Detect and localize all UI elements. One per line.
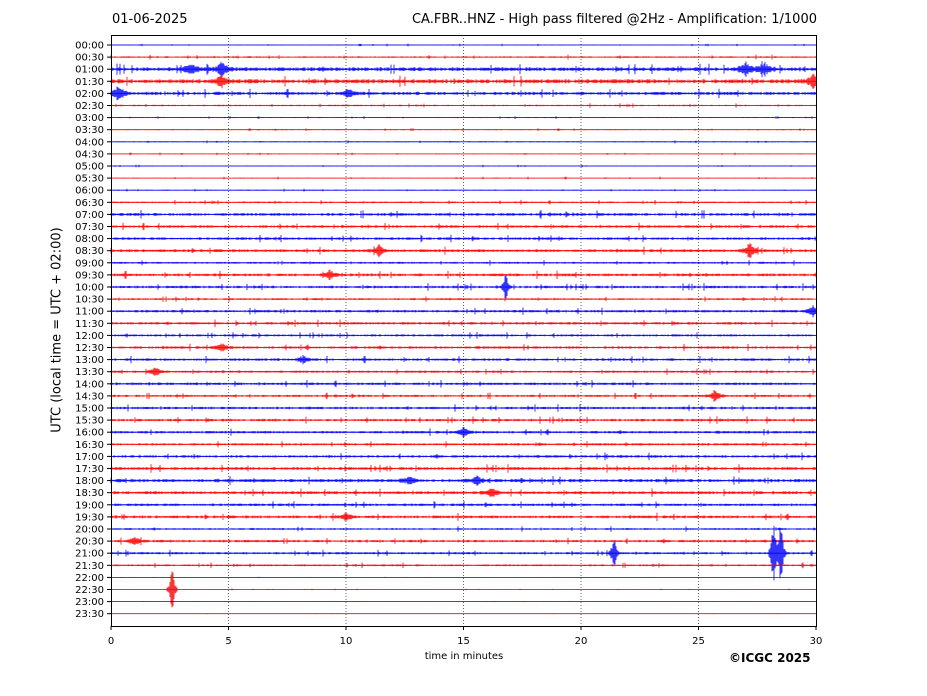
y-tick-label: 09:00 — [75, 258, 104, 269]
y-tick-label: 09:30 — [75, 270, 104, 281]
x-tick-label: 5 — [225, 636, 231, 647]
y-tick-label: 22:00 — [75, 573, 104, 584]
y-tick-label: 11:30 — [75, 319, 104, 330]
y-tick-label: 14:00 — [75, 379, 104, 390]
y-tick-label: 03:00 — [75, 113, 104, 124]
y-tick-label: 21:30 — [75, 561, 104, 572]
y-tick-label: 07:00 — [75, 210, 104, 221]
y-tick-label: 06:00 — [75, 186, 104, 197]
y-tick-label: 12:30 — [75, 343, 104, 354]
x-tick-label: 25 — [692, 636, 705, 647]
y-tick-label: 08:00 — [75, 234, 104, 245]
y-tick-label: 15:00 — [75, 404, 104, 415]
x-tick-label: 20 — [575, 636, 588, 647]
y-tick-label: 04:30 — [75, 149, 104, 160]
y-tick-label: 08:30 — [75, 246, 104, 257]
y-tick-label: 19:00 — [75, 500, 104, 511]
trace-group — [110, 43, 817, 615]
y-tick-label: 14:30 — [75, 391, 104, 402]
y-tick-labels: 00:0000:3001:0001:3002:0002:3003:0003:30… — [75, 41, 111, 620]
date-label: 01-06-2025 — [112, 12, 188, 27]
y-tick-label: 20:00 — [75, 525, 104, 536]
y-tick-label: 17:30 — [75, 464, 104, 475]
y-tick-label: 02:00 — [75, 89, 104, 100]
copyright-label: ©ICGC 2025 — [729, 651, 811, 665]
y-tick-label: 00:30 — [75, 53, 104, 64]
y-tick-label: 10:30 — [75, 295, 104, 306]
grid-lines — [228, 35, 699, 626]
y-tick-label: 19:30 — [75, 512, 104, 523]
y-tick-label: 15:30 — [75, 416, 104, 427]
y-tick-label: 16:30 — [75, 440, 104, 451]
y-tick-label: 22:30 — [75, 585, 104, 596]
x-tick-labels: 0 5 10 15 20 25 30 — [108, 626, 823, 647]
y-tick-label: 20:30 — [75, 537, 104, 548]
y-tick-label: 05:00 — [75, 162, 104, 173]
plot-frame — [111, 35, 817, 627]
y-tick-label: 18:30 — [75, 488, 104, 499]
y-tick-label: 01:30 — [75, 77, 104, 88]
y-tick-label: 13:30 — [75, 367, 104, 378]
y-tick-label: 17:00 — [75, 452, 104, 463]
y-tick-label: 18:00 — [75, 476, 104, 487]
x-tick-label: 15 — [457, 636, 470, 647]
x-axis-label: time in minutes — [424, 651, 504, 662]
y-tick-label: 00:00 — [75, 41, 104, 52]
y-tick-label: 21:00 — [75, 549, 104, 560]
y-tick-label: 02:30 — [75, 101, 104, 112]
x-tick-label: 10 — [340, 636, 353, 647]
x-tick-label: 0 — [108, 636, 114, 647]
y-tick-label: 01:00 — [75, 65, 104, 76]
y-tick-label: 23:30 — [75, 609, 104, 620]
y-tick-label: 23:00 — [75, 597, 104, 608]
y-tick-label: 11:00 — [75, 307, 104, 318]
y-tick-label: 12:00 — [75, 331, 104, 342]
y-tick-label: 06:30 — [75, 198, 104, 209]
y-tick-label: 13:00 — [75, 355, 104, 366]
y-tick-label: 07:30 — [75, 222, 104, 233]
x-tick-label: 30 — [810, 636, 823, 647]
y-tick-label: 16:00 — [75, 428, 104, 439]
y-tick-label: 04:00 — [75, 137, 104, 148]
y-tick-label: 10:00 — [75, 283, 104, 294]
chart-title: CA.FBR..HNZ - High pass filtered @2Hz - … — [411, 12, 817, 27]
y-tick-label: 03:30 — [75, 125, 104, 136]
y-tick-label: 05:30 — [75, 174, 104, 185]
